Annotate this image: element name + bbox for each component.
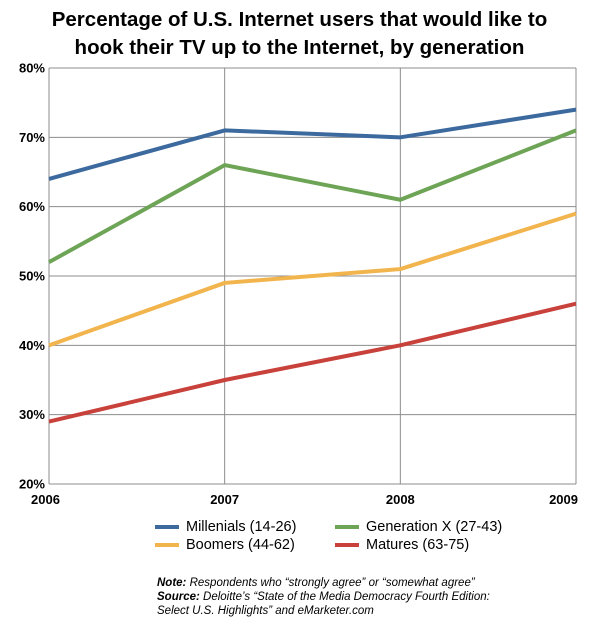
- legend-swatch-matures: [335, 543, 359, 547]
- legend-swatch-millenials: [155, 525, 179, 529]
- line-chart: 20% 30% 40% 50% 60% 70% 80% 2006 2007 2008 2009: [19, 61, 578, 508]
- legend-item-matures: Matures (63-75): [335, 537, 469, 553]
- series-line-1: [48, 128, 577, 264]
- x-tick-label: 2007: [210, 492, 239, 507]
- series-line-2: [48, 211, 577, 348]
- legend-item-boomers: Boomers (44-62): [155, 537, 295, 553]
- series-lines: [48, 107, 577, 424]
- legend-label-boomers: Boomers (44-62): [186, 537, 295, 553]
- note-label: Note:: [157, 577, 187, 589]
- series-line-3: [48, 301, 577, 424]
- y-tick-label: 40%: [19, 338, 45, 353]
- x-tick-label: 2009: [549, 492, 578, 507]
- y-tick-label: 20%: [19, 477, 45, 492]
- legend-label-millenials: Millenials (14-26): [186, 519, 297, 535]
- y-tick-label: 30%: [19, 407, 45, 422]
- source-text: Deloitte’s “State of the Media Democracy…: [203, 591, 490, 603]
- note-row: Note: Respondents who “strongly agree” o…: [157, 576, 490, 590]
- source-row: Source: Deloitte’s “State of the Media D…: [157, 590, 490, 604]
- legend-item-generation-x: Generation X (27-43): [335, 519, 502, 535]
- tick-labels: 20% 30% 40% 50% 60% 70% 80% 2006 2007 2008 2009: [19, 61, 578, 508]
- y-tick-label: 70%: [19, 130, 45, 145]
- series-line-0: [48, 107, 577, 181]
- x-tick-label: 2008: [386, 492, 415, 507]
- source-text-continued: Select U.S. Highlights” and eMarketer.co…: [157, 605, 374, 617]
- legend-swatch-boomers: [155, 543, 179, 547]
- y-tick-label: 80%: [19, 61, 45, 76]
- chart-notes: Note: Respondents who “strongly agree” o…: [157, 576, 490, 618]
- source-label: Source:: [157, 591, 200, 603]
- note-text: Respondents who “strongly agree” or “som…: [189, 577, 475, 589]
- y-tick-label: 50%: [19, 269, 45, 284]
- chart-title: Percentage of U.S. Internet users that w…: [0, 6, 599, 62]
- legend-swatch-generation-x: [335, 525, 359, 529]
- chart-title-line-1: Percentage of U.S. Internet users that w…: [51, 8, 548, 31]
- y-tick-label: 60%: [19, 199, 45, 214]
- legend-label-matures: Matures (63-75): [366, 537, 470, 553]
- chart-title-line-2: hook their TV up to the Internet, by gen…: [74, 36, 525, 59]
- x-tick-label: 2006: [31, 492, 60, 507]
- legend-label-generation-x: Generation X (27-43): [366, 519, 503, 535]
- legend-item-millenials: Millenials (14-26): [155, 519, 296, 535]
